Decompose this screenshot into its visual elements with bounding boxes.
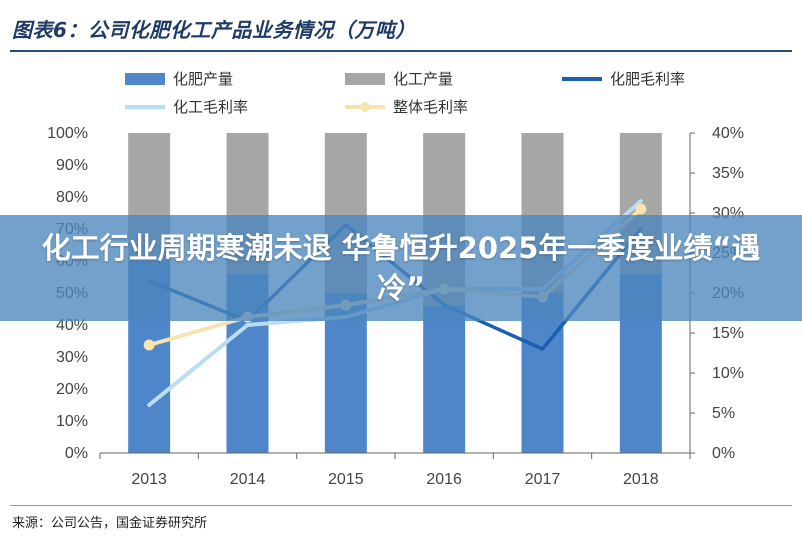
right-tick-label: 5% [712,405,735,422]
right-tick-label: 10% [712,365,744,382]
source-note: 来源：公司公告，国金证券研究所 [12,516,208,531]
right-tick-label: 15% [712,325,744,342]
legend-label: 化工产量 [393,70,453,88]
right-tick-label: 0% [712,445,735,462]
legend-label: 化肥毛利率 [610,70,685,88]
x-tick-label: 2014 [230,471,266,488]
left-tick-label: 0% [65,445,88,462]
bar-fertilizer [423,305,466,453]
left-tick-label: 10% [56,413,88,430]
left-tick-label: 20% [56,381,88,398]
source-rule [10,505,792,506]
legend-label: 整体毛利率 [393,98,468,116]
left-tick-label: 40% [56,317,88,334]
title-rule [10,50,792,52]
left-tick-label: 30% [56,349,88,366]
x-tick-label: 2016 [426,471,462,488]
x-tick-label: 2015 [328,471,364,488]
marker-overall-margin [143,339,155,351]
marker-overall-margin [635,203,647,215]
x-tick-label: 2017 [525,471,561,488]
left-tick-label: 100% [47,125,88,142]
legend-marker [360,102,370,112]
left-tick-label: 90% [56,157,88,174]
legend-swatch [125,73,165,85]
x-tick-label: 2018 [623,471,659,488]
right-tick-label: 35% [712,165,744,182]
legend-swatch [345,73,385,85]
x-tick-label: 2013 [131,471,167,488]
x-axis: 2013 2014 2015 2016 2017 2018 [99,452,691,488]
right-axis: 0%5%10%15%20%25%30%35%40% [689,125,744,462]
figure-title: 图表6：公司化肥化工产品业务情况（万吨） [12,18,416,42]
legend-label: 化肥产量 [173,70,233,88]
left-tick-label: 80% [56,189,88,206]
right-tick-label: 40% [712,125,744,142]
headline-text: 化工行业周期寒潮未退 华鲁恒升2025年一季度业绩“遇冷” [41,231,761,305]
legend-label: 化工毛利率 [173,98,248,116]
headline-banner: 化工行业周期寒潮未退 华鲁恒升2025年一季度业绩“遇冷” [0,215,802,321]
